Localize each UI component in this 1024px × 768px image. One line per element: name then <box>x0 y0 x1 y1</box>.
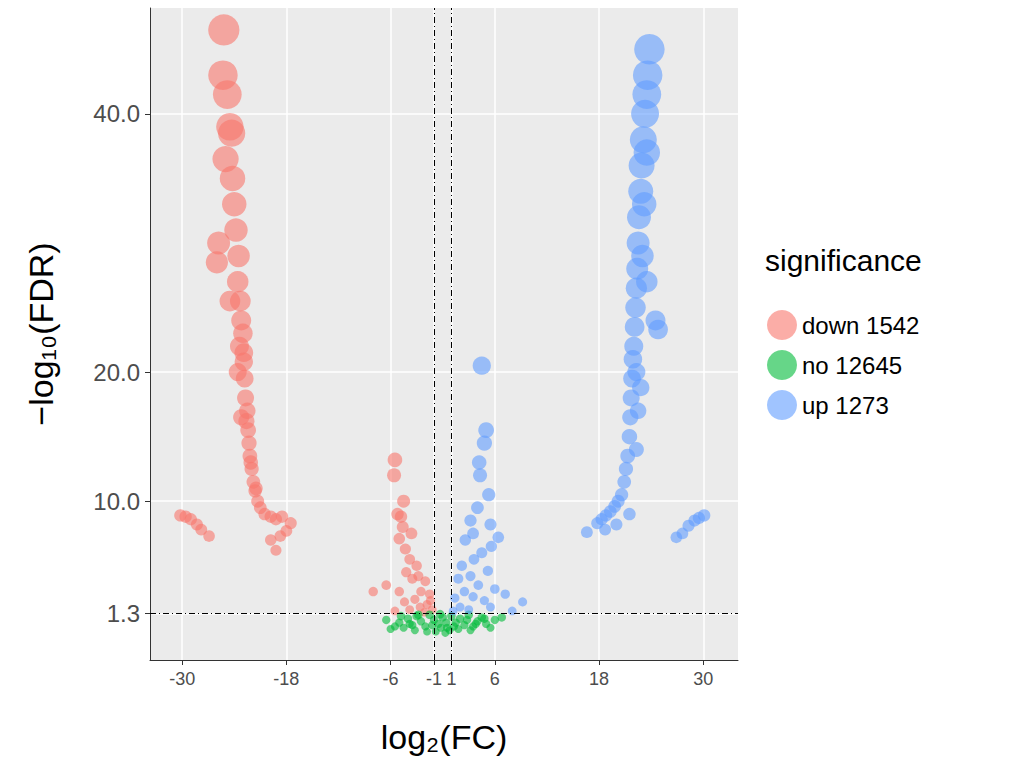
svg-text:down 1542: down 1542 <box>802 312 919 339</box>
svg-text:1: 1 <box>446 669 456 689</box>
svg-text:-6: -6 <box>383 669 399 689</box>
svg-text:6: 6 <box>490 669 500 689</box>
svg-text:-30: -30 <box>169 669 195 689</box>
svg-text:18: 18 <box>589 669 609 689</box>
svg-text:log₂(FC): log₂(FC) <box>381 718 508 756</box>
svg-text:up 1273: up 1273 <box>802 392 889 419</box>
svg-text:-18: -18 <box>273 669 299 689</box>
svg-text:40.0: 40.0 <box>93 100 140 127</box>
svg-text:1.3: 1.3 <box>107 600 140 627</box>
svg-text:10.0: 10.0 <box>93 488 140 515</box>
svg-text:20.0: 20.0 <box>93 359 140 386</box>
svg-text:no 12645: no 12645 <box>802 352 902 379</box>
svg-text:-1: -1 <box>426 669 442 689</box>
svg-text:significance: significance <box>765 244 922 277</box>
svg-text:−log₁₀(FDR): −log₁₀(FDR) <box>22 242 60 425</box>
svg-text:30: 30 <box>693 669 713 689</box>
